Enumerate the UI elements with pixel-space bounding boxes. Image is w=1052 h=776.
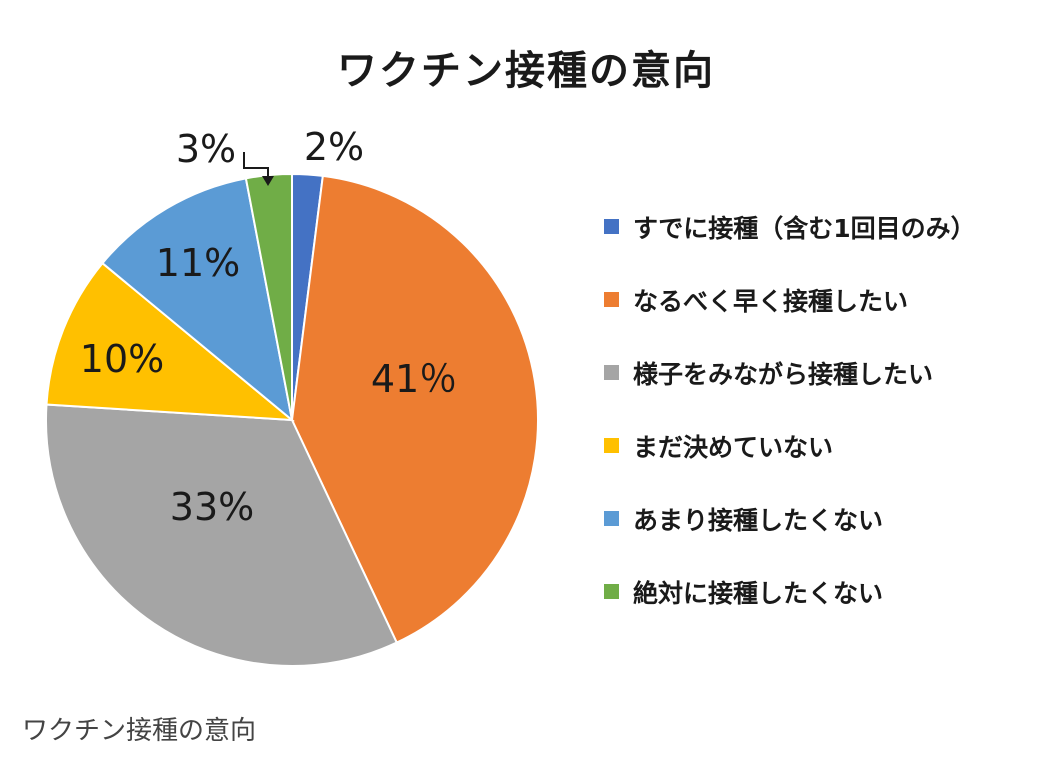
legend-swatch xyxy=(604,292,619,307)
slice-label-1: 2% xyxy=(304,125,364,169)
slice-label-2: 41％ xyxy=(371,357,457,401)
legend-item-5: あまり接種したくない xyxy=(604,482,976,555)
legend-label: 絶対に接種したくない xyxy=(633,578,884,608)
pie-slice-5 xyxy=(101,177,294,423)
pie-slice-2 xyxy=(290,174,539,644)
slice-label-4: 10% xyxy=(80,337,164,381)
legend-swatch xyxy=(604,219,619,234)
pie-slice-3 xyxy=(45,403,399,667)
callout-leader xyxy=(243,152,269,182)
legend-label: なるべく早く接種したい xyxy=(633,286,909,316)
legend-item-2: なるべく早く接種したい xyxy=(604,263,976,336)
legend-swatch xyxy=(604,438,619,453)
legend-item-4: まだ決めていない xyxy=(604,409,976,482)
pie-chart: 2% 41％ 33% 10% 11% 3% xyxy=(45,125,539,667)
figure-caption: ワクチン接種の意向 xyxy=(22,716,257,746)
legend: すでに接種（含む1回目のみ） なるべく早く接種したい 様子をみながら接種したい まだ決… xyxy=(604,190,976,628)
legend-item-1: すでに接種（含む1回目のみ） xyxy=(604,190,976,263)
legend-label: 様子をみながら接種したい xyxy=(633,359,934,389)
slice-label-3: 33% xyxy=(170,485,254,529)
legend-swatch xyxy=(604,584,619,599)
legend-swatch xyxy=(604,511,619,526)
callout-arrowhead xyxy=(262,176,274,186)
pie-slice-4 xyxy=(45,261,296,422)
legend-item-3: 様子をみながら接種したい xyxy=(604,336,976,409)
legend-label: すでに接種（含む1回目のみ） xyxy=(633,213,976,243)
chart-title: ワクチン接種の意向 xyxy=(337,48,715,94)
slice-label-5: 11% xyxy=(156,241,240,285)
legend-label: あまり接種したくない xyxy=(633,505,884,535)
legend-label: まだ決めていない xyxy=(633,432,834,462)
legend-swatch xyxy=(604,365,619,380)
slice-label-6: 3% xyxy=(176,127,236,171)
legend-item-6: 絶対に接種したくない xyxy=(604,555,976,628)
